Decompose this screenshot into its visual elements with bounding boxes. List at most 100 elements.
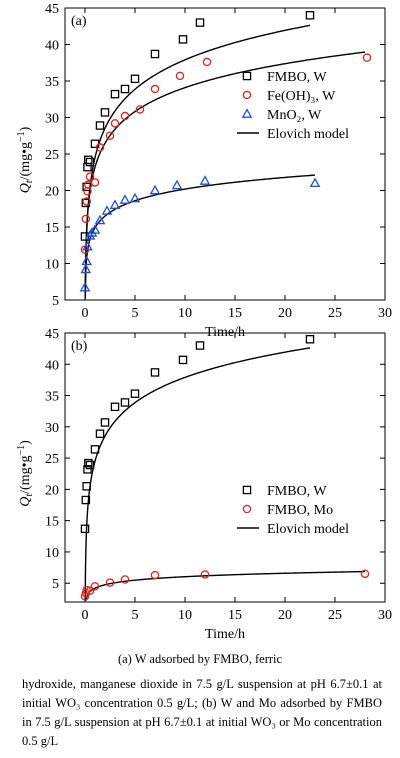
panel-b-point — [110, 402, 120, 412]
panel-a-point — [199, 175, 211, 185]
panel-a-elovich-curve — [84, 51, 366, 299]
panel-a-point — [149, 184, 161, 195]
panel-b-point — [95, 429, 105, 438]
panel-a-xtick-label: 30 — [378, 306, 392, 321]
panel-a-xtick-label: 10 — [178, 306, 192, 321]
panel-a-ytick-label: 45 — [45, 2, 59, 17]
panel-b-ytick-label: 20 — [45, 483, 59, 498]
panel-a-point — [171, 179, 183, 190]
panel-a-point — [79, 281, 91, 292]
panel-b-plot — [64, 332, 386, 603]
panel-a-point — [175, 71, 185, 81]
panel-a-ytick-label: 5 — [52, 294, 59, 309]
panel-a-ytick-label: 35 — [45, 75, 59, 90]
panel-a-point — [100, 108, 110, 117]
panel-a-point — [83, 162, 92, 172]
panel-b-ytick-label: 45 — [45, 327, 59, 342]
panel-b-point — [150, 368, 160, 377]
panel-a-point — [135, 105, 145, 114]
panel-a-legend-marker — [242, 90, 252, 100]
panel-a-point — [150, 84, 160, 94]
panel-b-point — [200, 570, 210, 579]
panel-a-point — [95, 143, 105, 152]
panel-b-point — [178, 355, 188, 365]
panel-a-ytick-label: 40 — [45, 39, 59, 54]
panel-a-point — [95, 121, 105, 130]
panel-b-legend-label: FMBO, Mo — [267, 503, 333, 518]
panel-b-elovich-curve — [84, 347, 311, 601]
panel-a-frame — [64, 7, 386, 301]
panel-a-point — [305, 11, 315, 20]
panel-a-legend-label: Elovich model — [267, 127, 349, 142]
caption-body: hydroxide, manganese dioxide in 7.5 g/L … — [22, 677, 382, 748]
panel-b-xtick-label: 10 — [178, 608, 192, 623]
panel-a-elovich-curve — [84, 174, 316, 294]
panel-a-point — [94, 214, 106, 225]
panel-b-point — [82, 482, 91, 491]
panel-a-point — [362, 53, 372, 62]
panel-a-point — [309, 177, 321, 188]
panel-a-point — [129, 192, 141, 203]
panel-a-point — [150, 49, 160, 59]
panel-a-point — [109, 199, 121, 209]
panel-b-xtick-label: 30 — [378, 608, 392, 623]
panel-a-plot — [64, 7, 386, 301]
panel-a-point — [85, 172, 95, 181]
panel-a-point — [81, 214, 91, 224]
panel-b-legend-label: Elovich model — [267, 522, 349, 537]
panel-b-label: (b) — [71, 339, 88, 354]
panel-b-ytick-label: 30 — [45, 421, 59, 436]
panel-b-point — [85, 586, 95, 595]
panel-b-point — [90, 445, 100, 454]
panel-b-point — [130, 389, 140, 398]
panel-a-point — [86, 227, 98, 237]
panel-a-point — [90, 178, 100, 187]
panel-a-ytick-label: 30 — [45, 112, 59, 127]
panel-a-point — [82, 240, 93, 251]
panel-a-legend-label: MnO₂, W — [267, 108, 322, 123]
panel-a-xtick-label: 5 — [132, 306, 139, 321]
panel-b-ytick-label: 5 — [52, 577, 59, 592]
panel-a-xtick-label: 20 — [278, 306, 292, 321]
panel-a-ytick-label: 20 — [45, 185, 59, 200]
panel-a-point — [202, 57, 212, 67]
panel-b-point — [120, 398, 130, 407]
panel-b-xtick-label: 25 — [328, 608, 342, 623]
panel-a-xtick-label: 15 — [228, 306, 242, 321]
panel-a-point — [110, 119, 120, 128]
panel-a-ytick-label: 10 — [45, 258, 59, 273]
panel-b-point — [83, 465, 92, 474]
panel-a-ytick-label: 15 — [45, 221, 59, 236]
panel-a-xtick-label: 0 — [82, 306, 89, 321]
panel-a-point — [82, 182, 91, 192]
panel-b-frame — [64, 332, 386, 603]
panel-b-xtick-label: 0 — [82, 608, 89, 623]
panel-a-point — [81, 255, 92, 266]
panel-b-xtick-label: 5 — [132, 608, 139, 623]
panel-a-point — [120, 111, 130, 121]
panel-b-point — [150, 570, 160, 580]
panel-b-ytick-label: 10 — [45, 546, 59, 561]
panel-b-ytick-label: 15 — [45, 515, 59, 530]
panel-b-point — [84, 458, 93, 468]
panel-b-ytick-label: 25 — [45, 452, 59, 467]
panel-b-point — [100, 418, 110, 427]
panel-a-xtick-label: 25 — [328, 306, 342, 321]
panel-a-point — [101, 205, 113, 215]
panel-b-point — [195, 341, 205, 350]
panel-a-point — [178, 35, 188, 44]
panel-b-point — [90, 582, 100, 591]
panel-a-ylabel: Qt/(mg•g−1) — [16, 126, 35, 193]
panel-b-point — [360, 569, 370, 579]
panel-b-point — [82, 585, 91, 595]
panel-a-point — [110, 89, 120, 99]
panel-b-legend-label: FMBO, W — [267, 484, 327, 499]
panel-a-elovich-curve — [84, 24, 311, 299]
panel-a-point — [120, 84, 130, 94]
panel-b-legend-marker — [242, 504, 252, 514]
panel-b-point — [80, 524, 90, 534]
panel-b-point — [85, 460, 95, 470]
panel-a-legend-marker — [241, 108, 253, 118]
panel-b-legend-marker — [242, 485, 252, 495]
panel-b-point — [120, 575, 130, 584]
